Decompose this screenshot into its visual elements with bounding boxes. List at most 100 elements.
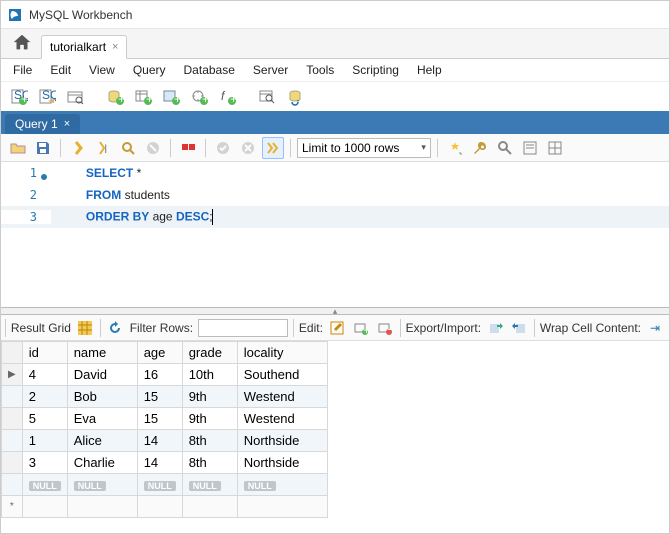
col-grade[interactable]: grade	[182, 342, 237, 364]
open-file-icon[interactable]	[7, 137, 29, 159]
table-row[interactable]: ▶4David1610thSouthend	[2, 364, 328, 386]
svg-text:+: +	[146, 92, 152, 106]
new-row[interactable]: *	[2, 496, 328, 518]
svg-text:+: +	[363, 323, 368, 335]
delete-row-icon[interactable]: −	[376, 317, 395, 339]
col-age[interactable]: age	[137, 342, 182, 364]
svg-text:−: −	[388, 322, 393, 335]
edit-row-icon[interactable]	[328, 317, 347, 339]
connection-tab-label: tutorialkart	[50, 40, 106, 54]
execute-icon[interactable]	[67, 137, 89, 159]
menu-query[interactable]: Query	[125, 61, 174, 79]
proc-add-icon[interactable]: +	[187, 85, 211, 109]
result-toolbar: Result Grid Filter Rows: Edit: + − Expor…	[1, 315, 669, 341]
separator	[437, 139, 438, 157]
table-add-icon[interactable]: +	[131, 85, 155, 109]
col-name[interactable]: name	[67, 342, 137, 364]
find-icon[interactable]	[469, 137, 491, 159]
app-icon	[7, 7, 23, 23]
splitter[interactable]: ▴	[1, 307, 669, 315]
filter-input[interactable]	[198, 319, 288, 337]
wrap-icon[interactable]	[519, 137, 541, 159]
limit-select[interactable]: Limit to 1000 rows ▾	[297, 138, 431, 158]
commit-icon[interactable]	[212, 137, 234, 159]
refresh-icon[interactable]	[106, 317, 125, 339]
separator	[60, 139, 61, 157]
export-icon[interactable]	[486, 317, 505, 339]
filter-label: Filter Rows:	[130, 321, 193, 335]
grid-body: ▶4David1610thSouthend2Bob159thWestend5Ev…	[2, 364, 328, 518]
table-row[interactable]: 3Charlie148thNorthside	[2, 452, 328, 474]
menu-edit[interactable]: Edit	[42, 61, 79, 79]
null-row: NULLNULLNULLNULLNULL	[2, 474, 328, 496]
separator	[100, 319, 101, 337]
open-sql-icon[interactable]: SQL	[35, 85, 59, 109]
svg-text:I: I	[104, 142, 107, 156]
main-toolbar: SQL+ SQL + + + + f+	[1, 81, 669, 111]
menu-view[interactable]: View	[81, 61, 123, 79]
explain-icon[interactable]	[117, 137, 139, 159]
limit-label: Limit to 1000 rows	[302, 141, 399, 155]
reconnect-icon[interactable]	[283, 85, 307, 109]
new-sql-icon[interactable]: SQL+	[7, 85, 31, 109]
view-add-icon[interactable]: +	[159, 85, 183, 109]
tabstrip: tutorialkart ×	[1, 29, 669, 59]
svg-text:+: +	[174, 92, 180, 106]
separator	[205, 139, 206, 157]
query-tab-label: Query 1	[15, 117, 58, 131]
wrap-cell-label: Wrap Cell Content:	[540, 321, 641, 335]
svg-text:⇥: ⇥	[650, 321, 660, 335]
col-id[interactable]: id	[22, 342, 67, 364]
db-add-icon[interactable]: +	[103, 85, 127, 109]
svg-text:+: +	[118, 92, 124, 106]
wrap-cell-icon[interactable]: ⇥	[646, 317, 665, 339]
menu-tools[interactable]: Tools	[298, 61, 342, 79]
invisible-chars-icon[interactable]	[494, 137, 516, 159]
query-tabstrip: Query 1 ×	[1, 111, 669, 134]
execute-current-icon[interactable]: I	[92, 137, 114, 159]
import-icon[interactable]	[510, 317, 529, 339]
edit-label: Edit:	[299, 321, 323, 335]
func-add-icon[interactable]: f+	[215, 85, 239, 109]
export-label: Export/Import:	[406, 321, 481, 335]
stop-on-error-icon[interactable]	[177, 137, 199, 159]
table-row[interactable]: 5Eva159thWestend	[2, 408, 328, 430]
col-locality[interactable]: locality	[237, 342, 327, 364]
table-row[interactable]: 2Bob159thWestend	[2, 386, 328, 408]
menu-server[interactable]: Server	[245, 61, 296, 79]
close-icon[interactable]: ×	[64, 118, 70, 130]
menu-file[interactable]: File	[5, 61, 40, 79]
add-row-icon[interactable]: +	[352, 317, 371, 339]
svg-text:f: f	[221, 89, 226, 103]
search-table-icon[interactable]	[255, 85, 279, 109]
menu-scripting[interactable]: Scripting	[344, 61, 407, 79]
result-grid: idnameagegradelocality ▶4David1610thSout…	[1, 341, 328, 518]
svg-text:+: +	[230, 92, 236, 106]
stop-icon[interactable]	[142, 137, 164, 159]
snippets-icon[interactable]	[544, 137, 566, 159]
close-icon[interactable]: ×	[112, 41, 118, 53]
chevron-down-icon: ▾	[421, 142, 426, 153]
titlebar: MySQL Workbench	[1, 1, 669, 29]
inspector-icon[interactable]	[63, 85, 87, 109]
grid-view-icon[interactable]	[76, 317, 95, 339]
separator	[534, 319, 535, 337]
menu-database[interactable]: Database	[176, 61, 243, 79]
svg-text:+: +	[202, 92, 208, 106]
separator	[400, 319, 401, 337]
connection-tab[interactable]: tutorialkart ×	[41, 35, 127, 59]
sql-editor[interactable]: 1 SELECT *2 FROM students3 ORDER BY age …	[1, 162, 669, 307]
rollback-icon[interactable]	[237, 137, 259, 159]
header-row: idnameagegradelocality	[2, 342, 328, 364]
svg-text:+: +	[21, 92, 28, 106]
menubar: FileEditViewQueryDatabaseServerToolsScri…	[1, 59, 669, 81]
table-row[interactable]: 1Alice148thNorthside	[2, 430, 328, 452]
query-tab[interactable]: Query 1 ×	[5, 114, 80, 134]
autocommit-icon[interactable]	[262, 137, 284, 159]
separator	[5, 319, 6, 337]
home-icon[interactable]	[11, 32, 33, 54]
save-icon[interactable]	[32, 137, 54, 159]
beautify-icon[interactable]	[444, 137, 466, 159]
window-title: MySQL Workbench	[29, 8, 132, 22]
menu-help[interactable]: Help	[409, 61, 450, 79]
